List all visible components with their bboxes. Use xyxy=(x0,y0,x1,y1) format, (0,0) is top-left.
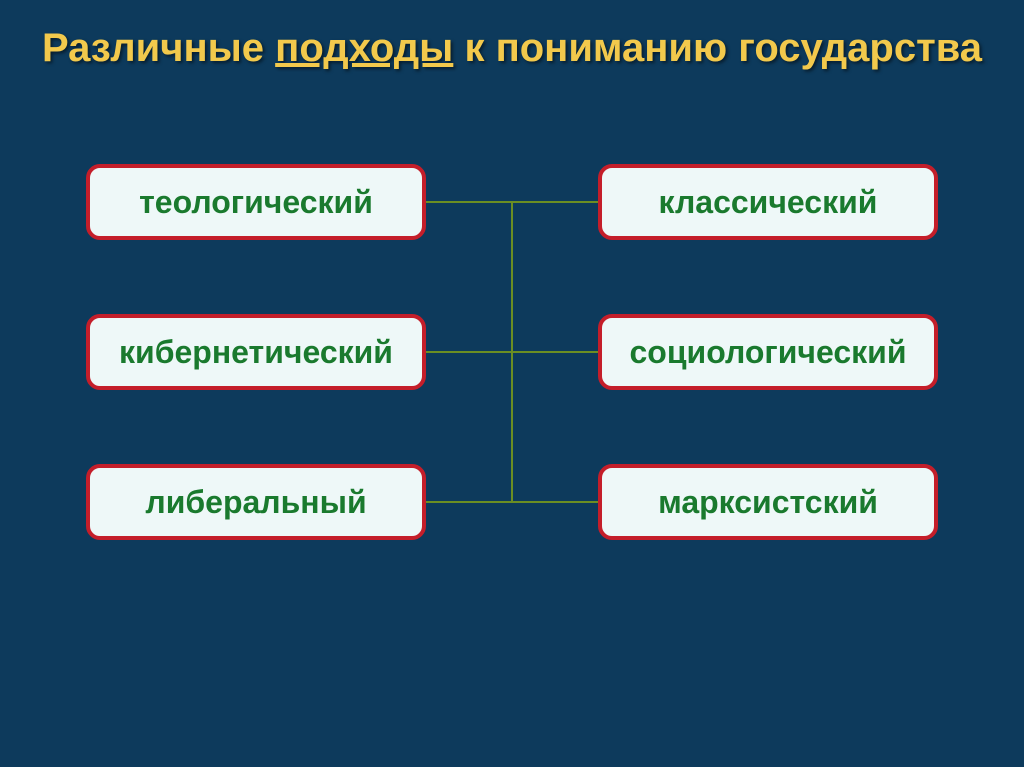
node-left-2: либеральный xyxy=(86,464,426,540)
node-right-0: классический xyxy=(598,164,938,240)
node-left-0: теологический xyxy=(86,164,426,240)
slide-title: Различные подходы к пониманию государств… xyxy=(0,0,1024,72)
node-label: социологический xyxy=(630,334,907,371)
node-label: марксистский xyxy=(658,484,878,521)
title-prefix: Различные xyxy=(42,26,275,70)
node-right-1: социологический xyxy=(598,314,938,390)
node-label: теологический xyxy=(139,184,373,221)
title-suffix: к пониманию государства xyxy=(453,26,982,70)
node-left-1: кибернетический xyxy=(86,314,426,390)
node-label: либеральный xyxy=(145,484,366,521)
node-label: кибернетический xyxy=(119,334,393,371)
node-label: классический xyxy=(659,184,878,221)
diagram-area: теологический кибернетический либеральны… xyxy=(0,140,1024,700)
node-right-2: марксистский xyxy=(598,464,938,540)
slide: Различные подходы к пониманию государств… xyxy=(0,0,1024,767)
title-underlined: подходы xyxy=(275,26,453,70)
